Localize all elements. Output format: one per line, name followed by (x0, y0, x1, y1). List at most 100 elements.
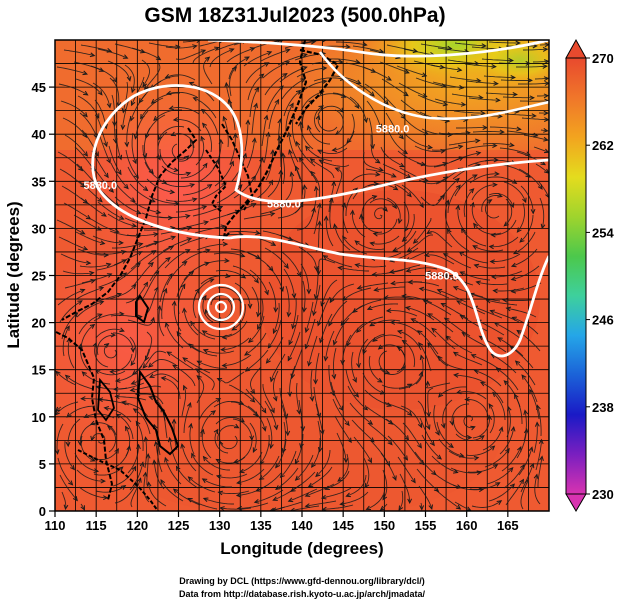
streamline (453, 110, 485, 114)
streamline (342, 203, 349, 234)
x-axis-title: Longitude (degrees) (220, 539, 383, 558)
streamline (454, 374, 485, 383)
streamline (385, 418, 409, 441)
streamline (456, 391, 487, 400)
streamline-arrowhead (148, 395, 154, 401)
streamline-arrowhead (272, 328, 278, 335)
streamline-arrowhead (459, 314, 465, 320)
streamline (77, 95, 100, 118)
streamline (472, 131, 504, 133)
streamline (237, 502, 269, 509)
streamline-arrowhead (444, 199, 450, 205)
streamline-arrowhead (539, 455, 544, 461)
streamline (498, 62, 530, 64)
streamline-arrowhead (148, 168, 154, 175)
streamline (228, 231, 260, 234)
streamline (260, 49, 290, 62)
streamline-arrowhead (373, 287, 379, 292)
streamline (472, 415, 490, 439)
streamline (272, 501, 303, 511)
streamline (64, 279, 95, 289)
streamline (220, 507, 252, 510)
streamline-arrowhead (150, 197, 156, 203)
streamline (131, 200, 161, 214)
streamline-arrowhead (392, 247, 398, 252)
streamline-arrowhead (425, 424, 431, 431)
streamline (325, 216, 334, 247)
streamline (134, 110, 149, 139)
streamline-arrowhead (532, 132, 539, 138)
streamline (165, 45, 197, 49)
streamline (112, 466, 136, 487)
streamline (178, 139, 194, 162)
contour-label: 5880.0 (376, 123, 410, 135)
streamline (407, 234, 433, 252)
streamline-arrowhead (511, 179, 518, 185)
streamline-arrowhead (392, 203, 397, 210)
streamline (131, 369, 160, 385)
streamline (183, 402, 191, 434)
streamline (80, 435, 95, 462)
streamline-arrowhead (264, 289, 269, 296)
streamline (315, 403, 324, 435)
streamline-arrowhead (156, 305, 162, 311)
streamline-arrowhead (455, 389, 462, 395)
streamline (218, 490, 250, 495)
streamline-arrowhead (172, 364, 178, 370)
streamline (288, 149, 301, 180)
streamline-arrowhead (440, 302, 446, 308)
streamline-arrowhead (528, 446, 534, 452)
streamline (127, 166, 148, 191)
streamline (506, 130, 538, 137)
streamline (59, 300, 83, 323)
streamline (427, 387, 434, 417)
streamline-arrowhead (266, 51, 273, 56)
streamline (501, 446, 522, 472)
streamline-arrowhead (275, 485, 281, 490)
streamline (222, 354, 252, 367)
x-tick-label: 120 (126, 518, 148, 533)
streamline (197, 159, 219, 183)
streamline-arrowhead (102, 495, 109, 501)
streamline (203, 349, 235, 354)
streamline-arrowhead (496, 500, 503, 505)
streamline-arrowhead (509, 142, 515, 148)
streamline-arrowhead (296, 271, 302, 278)
streamline-arrowhead (290, 373, 296, 380)
streamline-arrowhead (529, 462, 535, 469)
streamline-arrowhead (316, 412, 322, 419)
streamline (188, 476, 216, 493)
streamline-arrowhead (280, 152, 286, 158)
streamline (355, 240, 385, 250)
streamline-arrowhead (209, 278, 215, 283)
colorbar-labels: 270 262 254 246 238 230 (586, 51, 614, 502)
streamline-arrowhead (443, 317, 450, 323)
streamline (295, 141, 316, 167)
streamline-arrowhead (221, 362, 227, 368)
streamline-arrowhead (339, 501, 345, 506)
streamline (317, 147, 348, 155)
streamline-arrowhead (340, 359, 346, 366)
streamline-arrowhead (417, 443, 422, 449)
streamline-arrowhead (156, 154, 161, 161)
streamline-arrowhead (116, 169, 122, 176)
streamline (182, 357, 211, 374)
streamline (356, 316, 384, 333)
streamline (113, 251, 142, 266)
streamline (313, 386, 321, 418)
streamline (489, 236, 519, 248)
streamline-arrowhead (442, 101, 449, 107)
streamline (514, 394, 523, 424)
streamline-arrowhead (507, 405, 512, 412)
streamline (402, 422, 422, 448)
streamline (177, 284, 186, 315)
streamline-arrowhead (359, 213, 364, 220)
streamline (209, 48, 234, 68)
streamline (403, 201, 410, 232)
streamline-arrowhead (152, 459, 157, 465)
streamline (260, 201, 290, 215)
streamline-arrowhead (126, 445, 132, 451)
streamline (418, 342, 432, 372)
streamline (300, 122, 314, 150)
streamline-arrowhead (278, 169, 284, 175)
